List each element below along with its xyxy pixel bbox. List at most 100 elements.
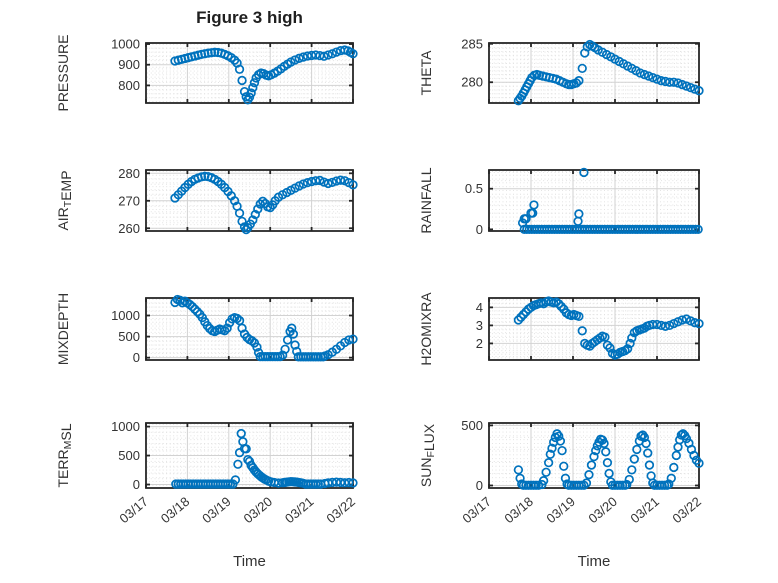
y-tick-label: 0: [476, 478, 483, 493]
data-point: [604, 468, 614, 479]
y-tick-label: 260: [118, 221, 140, 236]
data-point: [694, 86, 704, 96]
data-point: [648, 478, 658, 488]
data-point: [574, 76, 584, 86]
y-tick-label: 0: [476, 222, 483, 237]
data-point: [220, 326, 230, 336]
data-point: [348, 478, 358, 488]
data-point: [624, 474, 634, 485]
data-point: [538, 476, 549, 486]
data-point: [234, 208, 245, 218]
y-tick-label: 280: [118, 166, 140, 181]
data-point: [602, 457, 613, 468]
data-point: [237, 75, 247, 86]
data-point: [529, 200, 539, 210]
data-point: [230, 475, 241, 485]
data-point: [627, 465, 637, 475]
y-axis-label-sunflux: SUNFLUX: [418, 423, 437, 487]
data-point: [241, 444, 251, 454]
data-point: [660, 321, 671, 331]
data-point: [547, 443, 557, 453]
subplot-terrmsl: 0 500 1000 TERRMSL 03/17 03/18 03/19 03/20 03/21…: [55, 419, 358, 526]
data-point: [323, 50, 333, 60]
data-point: [557, 445, 567, 456]
y-tick-label: 2: [476, 336, 483, 351]
y-tick-label: 0.5: [465, 181, 483, 196]
data-point: [292, 346, 302, 357]
data-point: [648, 319, 658, 330]
data-point: [579, 167, 589, 178]
tick-marks: [145, 170, 354, 231]
y-tick-label: 800: [118, 78, 140, 93]
data-point: [560, 473, 571, 483]
y-tick-label: 1000: [111, 37, 140, 52]
y-tick-label: 900: [118, 57, 140, 72]
data-point: [517, 479, 527, 489]
data-point: [232, 313, 242, 324]
data-point: [331, 47, 342, 57]
y-axis-label-rainfall: RAINFALL: [418, 167, 434, 233]
data-point: [685, 82, 696, 93]
x-tick-labels: 03/17 03/18 03/19 03/20 03/21 03/22: [459, 494, 704, 526]
data-point: [302, 177, 313, 188]
data-point: [635, 68, 645, 78]
data-point: [515, 473, 525, 483]
x-axis-label-left: Time: [233, 553, 266, 570]
data-point: [681, 314, 692, 324]
data-markers: [171, 428, 358, 489]
data-point: [311, 176, 321, 186]
data-point: [521, 214, 531, 224]
subplot-mixdepth: 0 500 1000 MIXDEPTH: [55, 293, 358, 365]
data-point: [315, 175, 325, 186]
chart-title: Figure 3 high: [196, 8, 303, 27]
y-tick-labels: 0 500 1000: [111, 308, 140, 365]
data-point: [622, 344, 633, 354]
data-point: [190, 304, 200, 314]
data-point: [290, 340, 300, 350]
data-markers: [170, 171, 358, 235]
data-markers: [170, 294, 358, 362]
data-point: [348, 180, 358, 190]
x-tick-label: 03/18: [501, 494, 536, 526]
data-point: [280, 344, 290, 354]
data-point: [693, 224, 703, 235]
data-point: [681, 81, 692, 91]
data-point: [287, 323, 297, 333]
data-point: [298, 52, 308, 62]
data-point: [327, 49, 337, 59]
data-markers: [517, 167, 703, 235]
data-point: [294, 53, 304, 63]
x-axis-label-right: Time: [577, 553, 611, 570]
y-tick-label: 1000: [111, 419, 140, 434]
x-tick-label: 03/22: [669, 494, 704, 526]
data-point: [599, 438, 609, 449]
data-point: [591, 445, 601, 456]
data-point: [516, 312, 526, 322]
data-point: [694, 458, 704, 468]
data-point: [677, 315, 687, 325]
data-point: [643, 448, 653, 458]
data-point: [664, 320, 675, 331]
data-point: [577, 63, 587, 74]
data-point: [203, 48, 213, 58]
data-point: [192, 307, 202, 317]
x-tick-label: 03/17: [459, 494, 494, 526]
data-point: [250, 209, 260, 220]
data-point: [639, 69, 650, 80]
data-point: [643, 71, 654, 81]
data-point: [571, 78, 582, 88]
x-tick-label: 03/21: [627, 494, 662, 526]
data-point: [236, 428, 246, 439]
data-point: [589, 451, 599, 462]
data-point: [252, 342, 262, 352]
data-point: [669, 77, 679, 87]
subplot-sunflux: 0 500 SUNFLUX 03/17 03/18 03/19 03/20 03/21 03/2…: [418, 418, 704, 526]
data-point: [641, 438, 651, 449]
data-point: [344, 335, 354, 345]
y-tick-labels: 800 900 1000: [111, 37, 140, 93]
data-point: [694, 318, 704, 329]
y-tick-labels: 280 285: [461, 36, 483, 89]
x-tick-label: 03/22: [323, 494, 358, 526]
data-markers: [513, 39, 704, 106]
data-point: [521, 307, 531, 317]
